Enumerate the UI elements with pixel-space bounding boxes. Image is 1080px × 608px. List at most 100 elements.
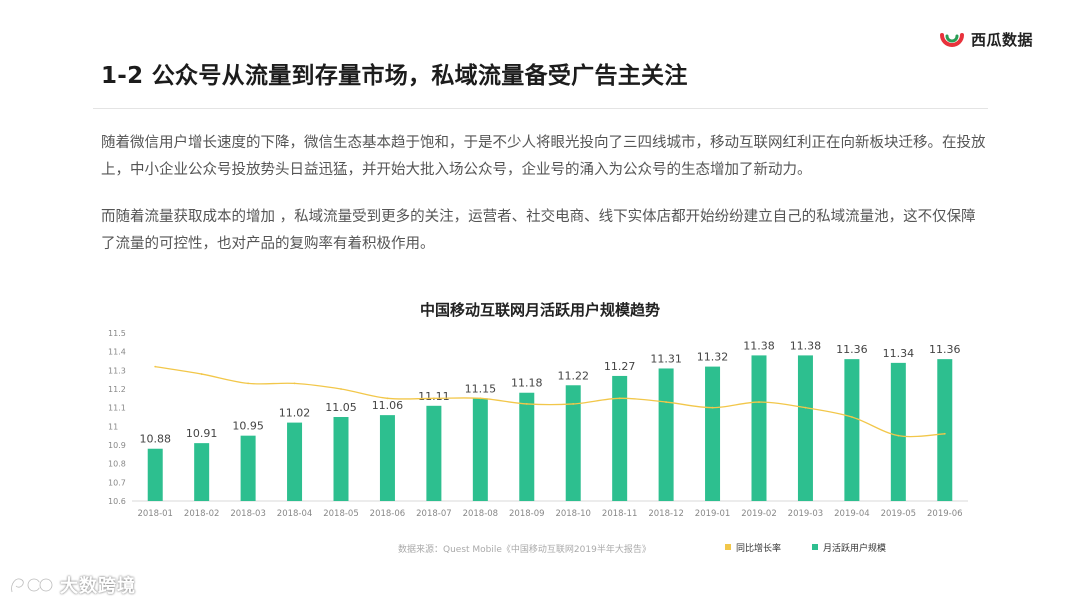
growth-rate-point bbox=[897, 434, 900, 437]
x-tick-label: 2018-01 bbox=[137, 509, 173, 519]
growth-rate-point bbox=[804, 406, 807, 409]
bar-value-label: 11.36 bbox=[836, 343, 868, 356]
growth-rate-point bbox=[943, 432, 946, 435]
bar-value-label: 11.38 bbox=[790, 339, 822, 352]
title-divider bbox=[93, 108, 988, 109]
bar-value-label: 11.38 bbox=[743, 339, 775, 352]
bar bbox=[890, 362, 906, 501]
x-tick-label: 2018-06 bbox=[370, 509, 406, 519]
bar-value-label: 11.36 bbox=[929, 343, 961, 356]
y-tick-label: 10.8 bbox=[108, 460, 126, 469]
x-tick-label: 2019-06 bbox=[927, 509, 963, 519]
bar bbox=[333, 417, 349, 501]
y-tick-label: 10.6 bbox=[108, 497, 126, 506]
watermelon-logo-icon bbox=[940, 33, 964, 47]
bar bbox=[147, 448, 163, 501]
y-tick-label: 11 bbox=[108, 422, 118, 431]
growth-rate-point bbox=[572, 403, 575, 405]
x-tick-label: 2018-02 bbox=[184, 509, 220, 519]
intro-paragraph-1: 随着微信用户增长速度的下降，微信生态基本趋于饱和，于是不少人将眼光投向了三四线城… bbox=[101, 135, 986, 178]
bar bbox=[658, 368, 674, 501]
x-tick-label: 2019-04 bbox=[834, 509, 870, 519]
bar bbox=[612, 375, 628, 501]
y-tick-label: 10.7 bbox=[108, 478, 126, 487]
y-tick-label: 11.3 bbox=[108, 366, 126, 375]
x-tick-label: 2019-03 bbox=[788, 509, 824, 519]
bar bbox=[426, 405, 442, 501]
bar-value-label: 11.22 bbox=[557, 369, 589, 382]
legend-swatch bbox=[725, 544, 731, 550]
legend-label: 同比增长率 bbox=[736, 542, 781, 554]
legend-label: 月活跃用户规模 bbox=[823, 542, 886, 554]
x-tick-label: 2019-02 bbox=[741, 509, 777, 519]
bar-value-label: 11.05 bbox=[325, 401, 357, 414]
bar bbox=[519, 392, 535, 501]
bar-value-label: 11.32 bbox=[697, 351, 729, 364]
growth-rate-point bbox=[758, 401, 760, 403]
bar bbox=[937, 359, 953, 501]
y-tick-label: 10.9 bbox=[108, 441, 126, 450]
growth-rate-point bbox=[850, 416, 853, 418]
brand-logo: 西瓜数据 bbox=[940, 27, 1033, 51]
intro-paragraph-2: 而随着流量获取成本的增加 ，私域流量受到更多的关注，运营者、社交电商、线下实体店… bbox=[101, 209, 976, 252]
x-tick-label: 2018-07 bbox=[416, 509, 452, 519]
bar bbox=[379, 415, 395, 501]
bar-value-label: 11.18 bbox=[511, 377, 543, 390]
bar-value-label: 10.95 bbox=[232, 420, 264, 433]
chart-source: 数据来源：Quest Mobile《中国移动互联网2019半年大报告》 bbox=[398, 543, 651, 555]
bar bbox=[240, 435, 256, 501]
growth-rate-point bbox=[154, 365, 157, 368]
x-tick-label: 2018-03 bbox=[230, 509, 266, 519]
watermark-text: 大数跨境 bbox=[60, 576, 136, 597]
growth-rate-point bbox=[200, 373, 203, 375]
bar bbox=[751, 355, 767, 501]
bar-value-label: 10.88 bbox=[139, 433, 171, 446]
bar bbox=[194, 443, 210, 501]
growth-rate-point bbox=[340, 388, 342, 390]
bar-value-label: 11.27 bbox=[604, 360, 636, 373]
bar-value-label: 10.91 bbox=[186, 427, 218, 440]
bar bbox=[705, 366, 721, 501]
x-tick-label: 2018-10 bbox=[555, 509, 591, 519]
bar-value-label: 11.02 bbox=[279, 407, 311, 420]
x-tick-label: 2018-08 bbox=[463, 509, 499, 519]
bar-value-label: 11.06 bbox=[372, 399, 404, 412]
x-tick-label: 2018-05 bbox=[323, 509, 359, 519]
bar bbox=[287, 422, 303, 501]
bar-value-label: 11.15 bbox=[465, 382, 497, 395]
bar-value-label: 11.31 bbox=[650, 352, 682, 365]
bar bbox=[565, 385, 581, 501]
bar bbox=[797, 355, 813, 501]
growth-rate-point bbox=[618, 397, 621, 400]
growth-rate-line bbox=[155, 365, 945, 438]
bar bbox=[844, 359, 860, 501]
y-tick-label: 11.4 bbox=[108, 348, 126, 357]
growth-rate-point bbox=[479, 397, 482, 400]
watermark: 大数跨境 bbox=[8, 572, 136, 598]
growth-rate-point bbox=[247, 382, 250, 385]
page-title: 1-2 公众号从流量到存量市场，私域流量备受广告主关注 bbox=[101, 63, 688, 89]
bar-value-label: 11.34 bbox=[883, 347, 915, 360]
y-tick-label: 11.2 bbox=[108, 385, 126, 394]
bar bbox=[472, 398, 488, 501]
brand-name: 西瓜数据 bbox=[971, 30, 1034, 49]
dashuju-logo-icon bbox=[10, 577, 54, 593]
bar-value-label: 11.11 bbox=[418, 390, 450, 403]
x-tick-label: 2018-11 bbox=[602, 509, 638, 519]
growth-rate-point bbox=[665, 401, 668, 403]
growth-rate-point bbox=[525, 403, 528, 405]
legend-swatch bbox=[812, 544, 818, 550]
x-tick-label: 2018-12 bbox=[648, 509, 684, 519]
growth-rate-point bbox=[711, 406, 714, 409]
growth-rate-point bbox=[432, 397, 435, 400]
y-tick-label: 11.1 bbox=[108, 404, 126, 413]
growth-rate-point bbox=[293, 382, 296, 385]
x-tick-label: 2019-01 bbox=[695, 509, 731, 519]
x-tick-label: 2018-04 bbox=[277, 509, 313, 519]
x-tick-label: 2018-09 bbox=[509, 509, 545, 519]
chart-title: 中国移动互联网月活跃用户规模趋势 bbox=[420, 301, 660, 319]
growth-rate-point bbox=[386, 397, 389, 400]
x-tick-label: 2019-05 bbox=[881, 509, 917, 519]
y-tick-label: 11.5 bbox=[108, 329, 126, 338]
